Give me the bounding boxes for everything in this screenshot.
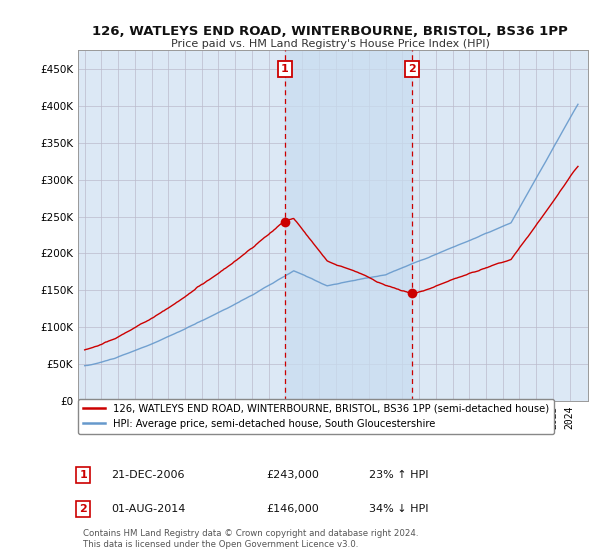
Text: 2: 2 <box>79 504 87 514</box>
Text: 21-DEC-2006: 21-DEC-2006 <box>111 470 185 480</box>
Text: £146,000: £146,000 <box>266 504 319 514</box>
Text: Contains HM Land Registry data © Crown copyright and database right 2024.
This d: Contains HM Land Registry data © Crown c… <box>83 529 419 549</box>
Text: Price paid vs. HM Land Registry's House Price Index (HPI): Price paid vs. HM Land Registry's House … <box>170 39 490 49</box>
Text: 01-AUG-2014: 01-AUG-2014 <box>111 504 185 514</box>
Text: 23% ↑ HPI: 23% ↑ HPI <box>368 470 428 480</box>
Legend: 126, WATLEYS END ROAD, WINTERBOURNE, BRISTOL, BS36 1PP (semi-detached house), HP: 126, WATLEYS END ROAD, WINTERBOURNE, BRI… <box>78 399 554 434</box>
Bar <box>285 50 412 401</box>
Text: 2: 2 <box>408 64 416 74</box>
Text: 126, WATLEYS END ROAD, WINTERBOURNE, BRISTOL, BS36 1PP: 126, WATLEYS END ROAD, WINTERBOURNE, BRI… <box>92 25 568 38</box>
Text: 34% ↓ HPI: 34% ↓ HPI <box>368 504 428 514</box>
Text: £243,000: £243,000 <box>266 470 320 480</box>
Text: 1: 1 <box>281 64 289 74</box>
Text: 1: 1 <box>79 470 87 480</box>
